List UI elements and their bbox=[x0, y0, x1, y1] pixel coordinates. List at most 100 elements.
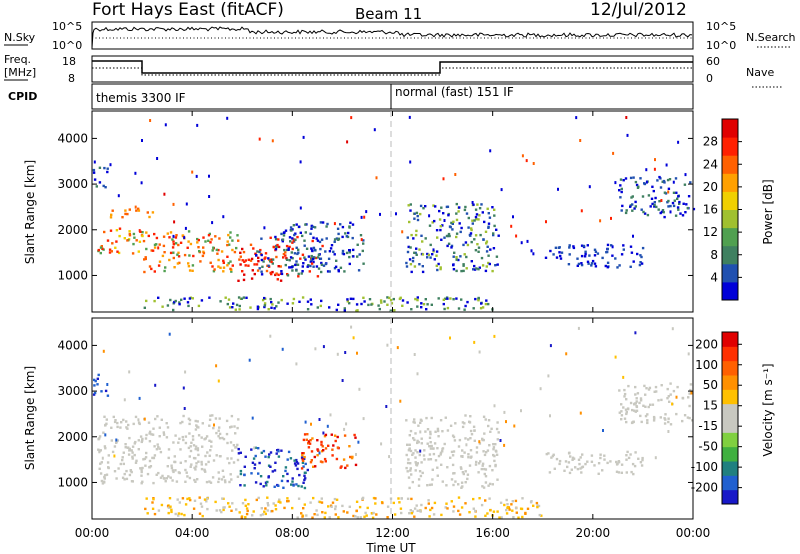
heatmap-cell bbox=[313, 256, 316, 259]
heatmap-cell bbox=[487, 484, 490, 487]
heatmap-cell bbox=[348, 505, 351, 508]
heatmap-cell bbox=[601, 469, 604, 472]
heatmap-cell bbox=[226, 116, 229, 120]
heatmap-cell bbox=[316, 275, 320, 278]
heatmap-cell bbox=[408, 434, 411, 437]
heatmap-cell bbox=[536, 504, 539, 507]
heatmap-cell bbox=[319, 247, 322, 251]
velocity-heatmap bbox=[92, 325, 694, 519]
heatmap-cell bbox=[547, 374, 550, 378]
heatmap-cell bbox=[188, 254, 191, 257]
heatmap-cell bbox=[108, 248, 112, 251]
heatmap-cell bbox=[517, 516, 520, 519]
heatmap-cell bbox=[110, 250, 113, 253]
heatmap-cell bbox=[678, 202, 681, 205]
heatmap-cell bbox=[197, 434, 201, 437]
heatmap-cell bbox=[198, 512, 202, 515]
heatmap-cell bbox=[555, 457, 559, 461]
heatmap-cell bbox=[405, 265, 409, 268]
heatmap-cell bbox=[254, 454, 257, 458]
heatmap-cell bbox=[213, 423, 215, 427]
heatmap-cell bbox=[548, 471, 552, 474]
heatmap-cell bbox=[158, 426, 161, 429]
heatmap-cell bbox=[675, 412, 678, 416]
heatmap-cell bbox=[357, 269, 361, 272]
heatmap-cell bbox=[558, 462, 561, 466]
heatmap-cell bbox=[331, 448, 334, 451]
heatmap-cell bbox=[184, 435, 188, 438]
heatmap-cell bbox=[237, 452, 241, 455]
heatmap-cell bbox=[229, 441, 233, 444]
heatmap-cell bbox=[232, 461, 236, 464]
colorbar-tick-label: -50 bbox=[698, 440, 718, 454]
heatmap-cell bbox=[238, 308, 241, 311]
heatmap-cell bbox=[220, 510, 223, 514]
heatmap-cell bbox=[286, 274, 290, 277]
heatmap-cell bbox=[410, 497, 413, 501]
heatmap-cell bbox=[474, 234, 478, 237]
heatmap-cell bbox=[483, 472, 486, 476]
heatmap-cell bbox=[296, 467, 299, 471]
heatmap-cell bbox=[182, 438, 185, 442]
colorbar-tick-label: 24 bbox=[703, 157, 718, 171]
heatmap-cell bbox=[247, 264, 250, 267]
heatmap-cell bbox=[475, 460, 478, 464]
heatmap-cell bbox=[309, 461, 313, 464]
heatmap-cell bbox=[214, 417, 218, 420]
freq-left-label: Freq. bbox=[4, 53, 31, 66]
heatmap-cell bbox=[322, 449, 325, 452]
heatmap-cell bbox=[655, 390, 658, 393]
heatmap-cell bbox=[690, 391, 693, 395]
heatmap-cell bbox=[208, 454, 211, 457]
station-title: Fort Hays East (fitACF) bbox=[92, 0, 284, 20]
heatmap-cell bbox=[645, 387, 648, 390]
heatmap-cell bbox=[475, 267, 478, 270]
heatmap-cell bbox=[493, 208, 496, 211]
colorbar-tick-label: 100 bbox=[695, 358, 718, 372]
heatmap-cell bbox=[316, 239, 320, 242]
heatmap-cell bbox=[150, 433, 153, 436]
heatmap-cell bbox=[157, 446, 160, 449]
colorbar-tick-label: 50 bbox=[703, 378, 718, 392]
heatmap-cell bbox=[422, 207, 425, 210]
heatmap-cell bbox=[128, 473, 132, 477]
colorbar-swatch bbox=[722, 360, 738, 376]
heatmap-cell bbox=[457, 445, 461, 448]
heatmap-cell bbox=[285, 258, 289, 261]
beam-title: Beam 11 bbox=[355, 5, 422, 23]
heatmap-cell bbox=[460, 506, 464, 509]
heatmap-cell bbox=[457, 509, 460, 513]
heatmap-cell bbox=[290, 483, 293, 486]
heatmap-cell bbox=[284, 466, 288, 469]
heatmap-cell bbox=[472, 497, 475, 501]
heatmap-cell bbox=[445, 502, 448, 505]
heatmap-cell bbox=[513, 424, 516, 428]
heatmap-cell bbox=[677, 195, 680, 198]
heatmap-cell bbox=[113, 445, 117, 448]
heatmap-cell bbox=[194, 457, 197, 460]
heatmap-cell bbox=[625, 411, 628, 414]
heatmap-cell bbox=[260, 451, 263, 454]
heatmap-cell bbox=[614, 257, 617, 260]
heatmap-cell bbox=[296, 235, 299, 239]
heatmap-cell bbox=[354, 515, 357, 518]
heatmap-cell bbox=[464, 304, 467, 308]
heatmap-cell bbox=[580, 254, 584, 258]
heatmap-cell bbox=[137, 207, 140, 210]
heatmap-cell bbox=[464, 481, 467, 484]
heatmap-cell bbox=[291, 302, 295, 305]
heatmap-cell bbox=[211, 476, 215, 479]
heatmap-cell bbox=[297, 484, 300, 488]
heatmap-cell bbox=[151, 507, 155, 510]
heatmap-cell bbox=[196, 420, 199, 423]
heatmap-cell bbox=[266, 496, 269, 499]
heatmap-cell bbox=[466, 243, 470, 247]
heatmap-cell bbox=[606, 247, 609, 251]
heatmap-cell bbox=[343, 270, 346, 273]
heatmap-cell bbox=[494, 449, 498, 452]
heatmap-cell bbox=[249, 259, 253, 262]
heatmap-cell bbox=[310, 303, 313, 306]
heatmap-cell bbox=[239, 484, 242, 487]
heatmap-cell bbox=[669, 393, 672, 396]
heatmap-cell bbox=[294, 263, 297, 267]
